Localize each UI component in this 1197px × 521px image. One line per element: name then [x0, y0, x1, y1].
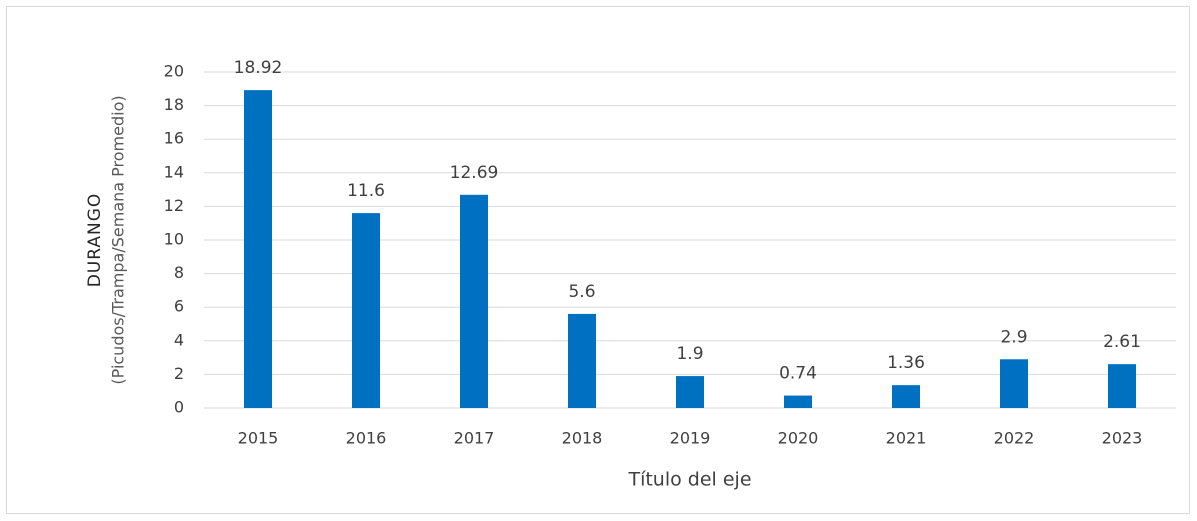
x-tick-label: 2018	[562, 429, 603, 448]
y-tick-label: 2	[174, 364, 184, 383]
bar	[460, 194, 488, 408]
y-axis-subtitle: (Picudos/Trampa/Semana Promedio)	[109, 95, 128, 384]
data-label: 1.36	[887, 353, 925, 373]
data-label: 12.69	[450, 163, 499, 183]
data-label: 0.74	[779, 364, 817, 384]
y-tick-label: 18	[164, 95, 184, 114]
y-tick-label: 6	[174, 297, 184, 316]
bar	[352, 213, 380, 408]
x-axis-title: Título del eje	[627, 469, 751, 491]
data-label: 18.92	[234, 58, 283, 78]
bar	[244, 90, 272, 409]
bar	[892, 385, 920, 408]
data-label: 2.61	[1103, 332, 1141, 352]
x-tick-label: 2019	[670, 429, 711, 448]
y-tick-label: 10	[164, 230, 184, 249]
bar	[1000, 359, 1028, 408]
data-label: 5.6	[568, 282, 595, 302]
x-tick-label: 2016	[346, 429, 387, 448]
data-label: 11.6	[347, 181, 385, 201]
bar	[784, 395, 812, 408]
y-tick-label: 8	[174, 263, 184, 282]
x-tick-label: 2021	[886, 429, 927, 448]
y-tick-label: 4	[174, 330, 184, 349]
data-label: 2.9	[1000, 327, 1027, 347]
data-label: 1.9	[676, 344, 703, 364]
bar	[676, 376, 704, 408]
bar	[1108, 364, 1136, 408]
y-tick-label: 12	[164, 196, 184, 215]
y-tick-label: 20	[164, 62, 184, 81]
y-tick-label: 16	[164, 129, 184, 148]
chart-border	[6, 6, 1190, 514]
x-tick-label: 2023	[1102, 429, 1143, 448]
y-tick-label: 0	[174, 398, 184, 417]
y-tick-label: 14	[164, 162, 184, 181]
bar	[568, 313, 596, 408]
x-tick-label: 2022	[994, 429, 1035, 448]
x-tick-label: 2015	[238, 429, 279, 448]
y-axis-title: DURANGO	[85, 193, 105, 288]
x-tick-label: 2017	[454, 429, 495, 448]
x-tick-label: 2020	[778, 429, 819, 448]
